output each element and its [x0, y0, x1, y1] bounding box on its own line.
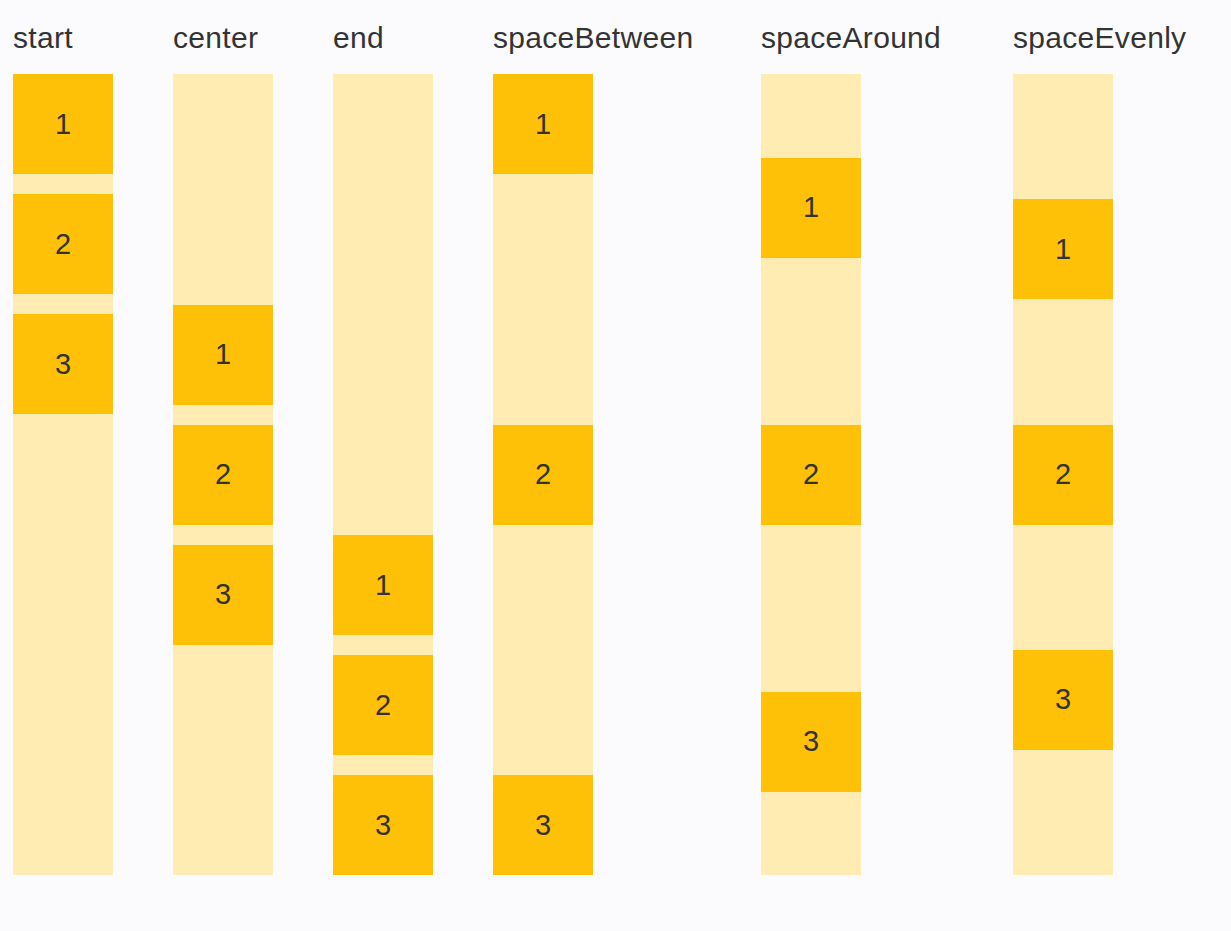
column-label: spaceBetween	[493, 18, 701, 58]
flex-track: 1 2 3	[1013, 74, 1113, 875]
flex-track: 1 2 3	[761, 74, 861, 875]
column-spacearound: spaceAround 1 2 3	[761, 18, 953, 875]
flex-item-box: 1	[333, 535, 433, 635]
flex-track: 1 2 3	[493, 74, 593, 875]
flex-track: 1 2 3	[13, 74, 113, 875]
column-end: end 1 2 3	[333, 18, 433, 875]
flex-track: 1 2 3	[173, 74, 273, 875]
column-label: spaceAround	[761, 18, 953, 58]
flex-item-box: 2	[173, 425, 273, 525]
column-start: start 1 2 3	[13, 18, 113, 875]
flex-item-box: 2	[333, 655, 433, 755]
column-center: center 1 2 3	[173, 18, 273, 875]
flex-item-box: 3	[1013, 650, 1113, 750]
flex-item-box: 1	[1013, 199, 1113, 299]
column-label: spaceEvenly	[1013, 18, 1186, 58]
flex-item-box: 1	[13, 74, 113, 174]
flex-item-box: 3	[173, 545, 273, 645]
flex-item-box: 3	[333, 775, 433, 875]
flex-item-box: 3	[493, 775, 593, 875]
flex-item-box: 1	[173, 305, 273, 405]
flex-item-box: 2	[493, 425, 593, 525]
flex-item-box: 1	[761, 158, 861, 258]
column-spacebetween: spaceBetween 1 2 3	[493, 18, 701, 875]
flex-item-box: 2	[761, 425, 861, 525]
flex-item-box: 2	[1013, 425, 1113, 525]
column-spaceevenly: spaceEvenly 1 2 3	[1013, 18, 1186, 875]
column-label: end	[333, 18, 433, 58]
alignment-demo-row: start 123 center 123 end 123 spaceBetwee…	[0, 0, 1231, 875]
flex-item-box: 3	[13, 314, 113, 414]
column-label: center	[173, 18, 273, 58]
flex-item-box: 2	[13, 194, 113, 294]
flex-item-box: 1	[493, 74, 593, 174]
column-label: start	[13, 18, 113, 58]
flex-item-box: 3	[761, 692, 861, 792]
flex-track: 1 2 3	[333, 74, 433, 875]
